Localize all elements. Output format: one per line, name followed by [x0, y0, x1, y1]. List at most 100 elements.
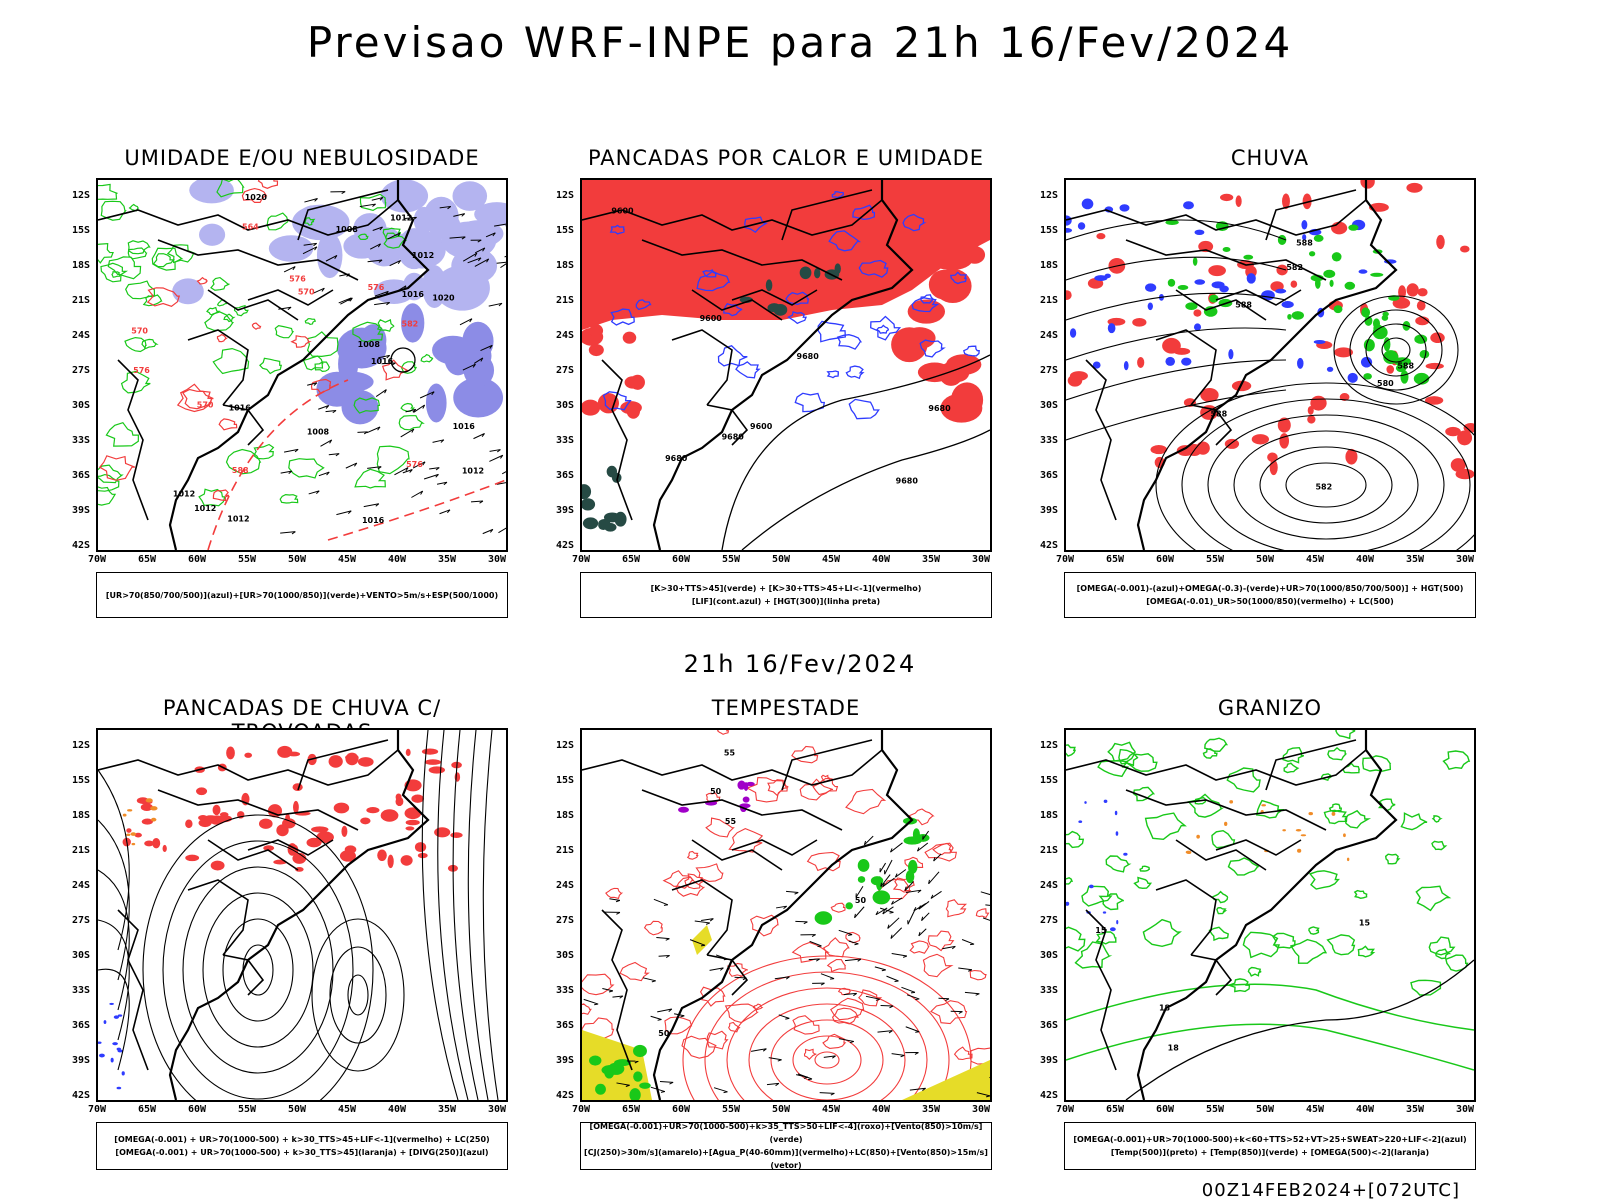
rain-green-area [1287, 314, 1291, 320]
thickness-red-contour [218, 335, 227, 342]
wind-vector [651, 1016, 662, 1019]
panel-title-pancadas-calor: PANCADAS POR CALOR E UMIDADE [580, 146, 992, 170]
thunder-red-area [211, 861, 225, 871]
humidity-green-contour [260, 358, 281, 373]
thunder-orange-area [151, 818, 156, 822]
rain-blue-area [1327, 367, 1333, 372]
humidity-green-contour [106, 423, 138, 446]
contour-label: 588 [1235, 301, 1252, 310]
state-border [672, 330, 732, 405]
contour-label: 588 [1397, 362, 1414, 371]
thunder-red-area [293, 783, 303, 791]
map-canvas: 1008101210161016100810121016101210161020… [98, 180, 506, 550]
wind-vector-head [652, 981, 656, 982]
wind-vector-head [854, 944, 858, 945]
contour-label: 50 [710, 787, 722, 796]
contour-label: 1016 [402, 290, 425, 299]
thunder-orange-area [150, 806, 157, 810]
latitude-tick-label: 27S [1040, 915, 1058, 926]
thunder-red-area [196, 787, 207, 795]
rain-blue-area [1361, 357, 1372, 368]
thickness-red-contour [252, 323, 260, 329]
latitude-tick-label: 12S [72, 740, 90, 751]
contour-label: 18 [1168, 1043, 1180, 1052]
wind-vector [885, 860, 892, 874]
thunder-red-area [381, 809, 399, 821]
streamline [1334, 296, 1458, 404]
humidity-blue-area [432, 336, 474, 365]
temp850-green-contour [1429, 937, 1454, 955]
legend-tempestade: [OMEGA(-0.001)+UR>70(1000-500)+k>35_TTS>… [580, 1122, 992, 1170]
omega-orange-dot [1301, 834, 1306, 836]
precip-water-contour [824, 938, 849, 957]
humidity-green-contour [211, 278, 229, 291]
thickness-red-contour [100, 456, 135, 481]
thunder-red-area [334, 803, 349, 814]
latitude-tick-label: 24S [556, 330, 574, 341]
thunder-red-area [185, 820, 192, 829]
longitude-tick-label: 55W [1206, 1104, 1224, 1115]
thunder-red-area [450, 832, 462, 838]
wind-vector [875, 967, 886, 970]
contour-label: 1016 [453, 422, 476, 431]
rain-blue-area [1275, 289, 1286, 294]
omega-orange-dot [1296, 829, 1302, 831]
rain-blue-area [1119, 204, 1129, 211]
lc850-contour [815, 1052, 839, 1068]
heat-storm-area [589, 344, 604, 356]
precip-water-contour [645, 921, 663, 935]
wind850-green-area [858, 859, 870, 872]
streamline [438, 730, 468, 1100]
wind-vector-head [915, 1032, 919, 1033]
rain-red-area [1406, 183, 1422, 193]
latitude-tick-label: 30S [556, 950, 574, 961]
precip-water-contour [582, 1004, 591, 1015]
latitude-tick-label: 33S [72, 435, 90, 446]
map-pancadas-trovoadas [96, 728, 508, 1102]
severe-purple-area [743, 796, 750, 802]
temp850-green-contour [1248, 968, 1261, 976]
latitude-tick-label: 27S [72, 915, 90, 926]
lifted-index-blue-contour [846, 366, 863, 378]
panel-title-chuva: CHUVA [1064, 146, 1476, 170]
precip-water-contour [923, 954, 951, 976]
wind-vector [502, 466, 506, 473]
contour-label: 9680 [722, 432, 745, 441]
rain-red-area [1307, 415, 1315, 423]
rain-red-area [1386, 365, 1394, 374]
wind-vector [892, 953, 907, 956]
humidity-green-contour [128, 241, 149, 254]
hail-blue-dot [1104, 800, 1108, 803]
rain-green-area [1330, 280, 1334, 287]
heat-storm-area [934, 269, 972, 303]
longitude-tick-label: 40W [388, 1104, 406, 1115]
rain-red-area [1418, 288, 1428, 296]
legend-line: [CJ(250)>30m/s](amarelo)+[Agua_P(40-60mm… [581, 1146, 991, 1172]
legend-line: [OMEGA(-0.001)+UR>70(1000-500)+k<60+TTS>… [1065, 1133, 1475, 1146]
humidity-blue-area [426, 384, 447, 423]
rain-red-area [1456, 469, 1474, 479]
thunder-red-area [341, 826, 347, 837]
longitude-tick-label: 40W [1356, 554, 1374, 565]
wind-vector [881, 1006, 893, 1007]
wind-vector-head [848, 935, 852, 936]
humidity-green-contour [154, 254, 174, 267]
panel-title-tempestade: TEMPESTADE [580, 696, 992, 720]
streamline [1350, 310, 1442, 390]
temp850-green-contour [1328, 748, 1346, 760]
temp850-green-contour [1140, 866, 1149, 871]
latitude-tick-label: 36S [72, 470, 90, 481]
heat-storm-area [918, 362, 951, 382]
temp850-green-contour [1066, 927, 1085, 951]
wind-vector-head [911, 992, 915, 993]
wind-vector-head [901, 1055, 905, 1056]
contour-label: 18 [1159, 1004, 1171, 1013]
temp850-green-contour [1213, 892, 1228, 903]
heat-storm-area [890, 263, 914, 285]
latitude-tick-label: 42S [556, 540, 574, 551]
humidity-blue-area [435, 265, 490, 310]
rain-blue-area [1145, 283, 1156, 291]
